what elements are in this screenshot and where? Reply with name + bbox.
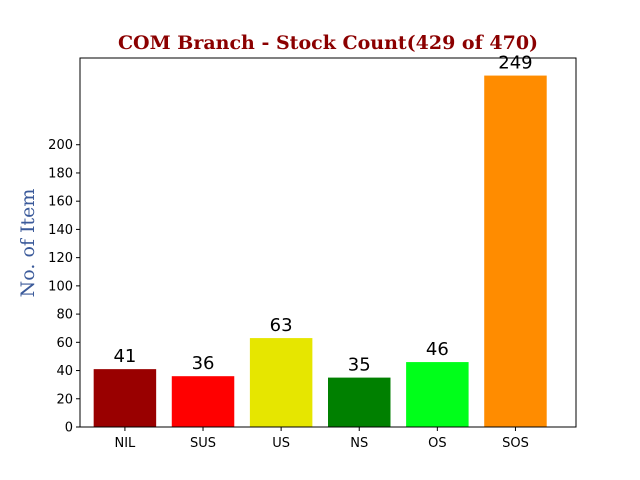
y-tick-label: 120 bbox=[48, 251, 73, 266]
bar-ns bbox=[328, 377, 391, 427]
bars bbox=[93, 75, 547, 428]
y-tick-label: 200 bbox=[48, 138, 73, 153]
bar-sus bbox=[171, 376, 235, 427]
data-label: 35 bbox=[348, 355, 371, 376]
x-tick-label: OS bbox=[428, 436, 446, 451]
bar-us bbox=[249, 338, 313, 427]
y-tick-label: 140 bbox=[48, 223, 73, 238]
data-label: 36 bbox=[192, 353, 215, 374]
y-tick-label: 40 bbox=[56, 364, 73, 379]
x-tick-label: NIL bbox=[115, 436, 137, 451]
y-tick-label: 60 bbox=[56, 336, 73, 351]
x-tick-label: NS bbox=[350, 436, 368, 451]
y-tick-label: 180 bbox=[48, 166, 73, 181]
data-label: 249 bbox=[498, 53, 532, 74]
data-label: 41 bbox=[113, 346, 136, 367]
bar-sos bbox=[484, 75, 547, 428]
y-tick-label: 160 bbox=[48, 195, 73, 210]
bar-nil bbox=[93, 369, 157, 427]
y-tick-label: 0 bbox=[65, 421, 73, 436]
x-tick-label: US bbox=[272, 436, 290, 451]
x-tick-label: SOS bbox=[502, 436, 529, 451]
x-axis-ticks: NIL SUS US NS OS SOS bbox=[115, 427, 529, 451]
bar-os bbox=[406, 362, 469, 427]
chart-title: COM Branch - Stock Count(429 of 470) bbox=[118, 32, 538, 54]
y-tick-label: 20 bbox=[56, 392, 73, 407]
y-axis-ticks: 0 20 40 60 80 100 120 140 160 180 200 bbox=[48, 138, 80, 436]
plot-area-frame bbox=[79, 57, 577, 428]
x-tick-label: SUS bbox=[190, 436, 216, 451]
y-axis-label: No. of Item bbox=[17, 189, 39, 298]
y-tick-label: 80 bbox=[56, 308, 73, 323]
data-labels: 41 36 63 35 46 249 bbox=[113, 53, 532, 376]
data-label: 63 bbox=[270, 315, 293, 336]
y-tick-label: 100 bbox=[48, 279, 73, 294]
data-label: 46 bbox=[426, 339, 449, 360]
